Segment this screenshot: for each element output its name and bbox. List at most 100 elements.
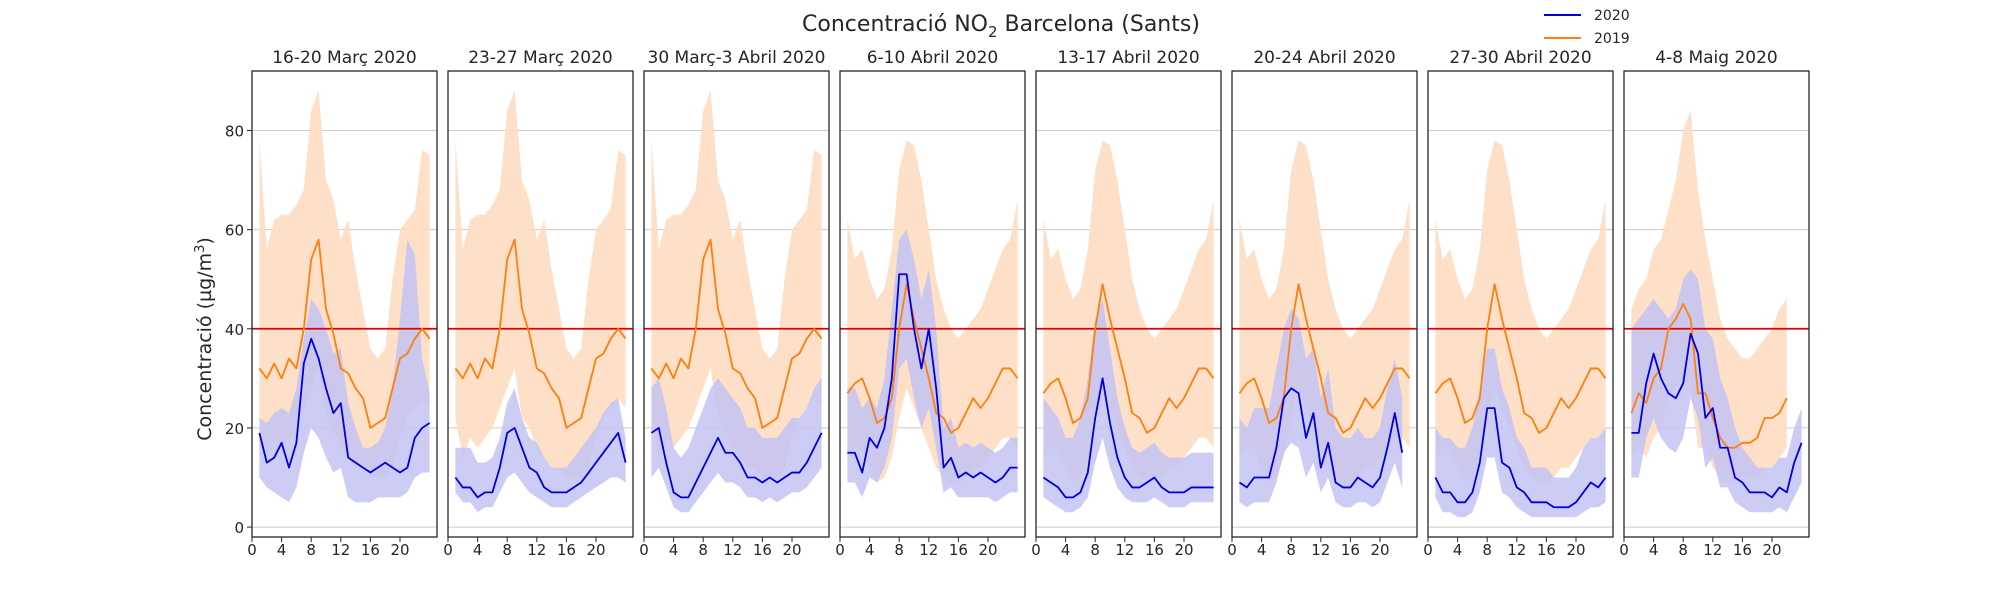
panel-title: 27-30 Abril 2020 bbox=[1449, 48, 1591, 68]
x-tick-label: 8 bbox=[698, 541, 708, 559]
series-line-2019 bbox=[1042, 283, 1215, 434]
x-tick-label: 8 bbox=[1286, 541, 1296, 559]
band-2020 bbox=[1631, 269, 1802, 513]
series-line-2020 bbox=[1238, 387, 1404, 489]
x-tick-label: 20 bbox=[1174, 541, 1193, 559]
panel-7: 27-30 Abril 2020 0 4 8 12 16 20 bbox=[1423, 48, 1614, 559]
panel-title: 16-20 Març 2020 bbox=[272, 48, 417, 68]
x-tick-label: 12 bbox=[1507, 541, 1526, 559]
band-2020 bbox=[259, 239, 430, 503]
x-tick-label: 20 bbox=[782, 541, 801, 559]
x-tick-label: 16 bbox=[1341, 541, 1360, 559]
panel-1: 16-20 Març 2020 0 4 8 12 16 20 bbox=[247, 48, 438, 559]
x-tick-label: 16 bbox=[949, 541, 968, 559]
panel-frame bbox=[1231, 70, 1418, 538]
band-2019 bbox=[1043, 140, 1214, 483]
x-tick-label: 12 bbox=[919, 541, 938, 559]
series-line-2019 bbox=[1434, 283, 1607, 434]
x-tick-label: 0 bbox=[835, 541, 845, 559]
x-tick-label: 4 bbox=[473, 541, 483, 559]
panel-5: 13-17 Abril 2020 0 4 8 12 16 20 bbox=[1031, 48, 1222, 559]
band-2020 bbox=[651, 378, 822, 513]
x-tick-label: 0 bbox=[1423, 541, 1433, 559]
x-tick-label: 4 bbox=[1649, 541, 1659, 559]
x-tick-label: 0 bbox=[443, 541, 453, 559]
x-tick-label: 4 bbox=[1257, 541, 1267, 559]
y-tick-label: 20 bbox=[225, 420, 244, 438]
x-tick-label: 8 bbox=[1090, 541, 1100, 559]
x-tick-label: 16 bbox=[753, 541, 772, 559]
panel-frame bbox=[839, 70, 1026, 538]
series-line-2020 bbox=[1434, 407, 1607, 509]
band-2019 bbox=[455, 90, 626, 478]
band-2019 bbox=[1435, 140, 1606, 483]
panel-8: 4-8 Maig 2020 0 4 8 12 16 20 bbox=[1619, 48, 1810, 559]
chart-title: Concentració NO2 Barcelona (Sants) bbox=[802, 12, 1200, 41]
panels: 16-20 Març 2020 0 4 8 12 16 20 23-27 Març 2020 0… bbox=[225, 48, 1810, 559]
x-tick-label: 0 bbox=[247, 541, 257, 559]
legend-label-2019: 2019 bbox=[1594, 31, 1630, 47]
panel-3: 30 Març-3 Abril 2020 0 4 8 12 16 20 bbox=[639, 48, 830, 559]
panel-frame bbox=[643, 70, 830, 538]
x-tick-label: 20 bbox=[586, 541, 605, 559]
panel-2: 23-27 Març 2020 0 4 8 12 16 20 bbox=[443, 48, 634, 559]
x-tick-label: 20 bbox=[1566, 541, 1585, 559]
x-tick-label: 0 bbox=[1227, 541, 1237, 559]
band-2020 bbox=[847, 229, 1018, 503]
series-line-2019 bbox=[454, 238, 627, 429]
band-2020 bbox=[1043, 299, 1214, 513]
series-line-2019 bbox=[846, 283, 1019, 434]
panel-6: 20-24 Abril 2020 0 4 8 12 16 20 bbox=[1227, 48, 1418, 559]
x-tick-label: 12 bbox=[527, 541, 546, 559]
panel-title: 23-27 Març 2020 bbox=[468, 48, 613, 68]
x-tick-label: 8 bbox=[502, 541, 512, 559]
series-line-2019 bbox=[650, 238, 823, 429]
panel-title: 6-10 Abril 2020 bbox=[867, 48, 999, 68]
panel-frame bbox=[1427, 70, 1614, 538]
y-tick-label: 80 bbox=[225, 122, 244, 140]
x-tick-label: 16 bbox=[1733, 541, 1752, 559]
series-line-2020 bbox=[1042, 377, 1214, 499]
series-line-2020 bbox=[454, 427, 627, 499]
x-tick-label: 20 bbox=[390, 541, 409, 559]
band-2019 bbox=[651, 90, 822, 478]
x-tick-label: 4 bbox=[669, 541, 679, 559]
x-tick-label: 20 bbox=[978, 541, 997, 559]
y-tick-label: 60 bbox=[225, 222, 244, 240]
series-line-2020 bbox=[650, 427, 823, 499]
x-tick-label: 0 bbox=[1619, 541, 1629, 559]
y-tick-label: 0 bbox=[234, 519, 244, 537]
x-tick-label: 8 bbox=[894, 541, 904, 559]
panel-frame bbox=[447, 70, 634, 538]
legend-label-2020: 2020 bbox=[1594, 8, 1630, 24]
panel-title: 30 Març-3 Abril 2020 bbox=[648, 48, 826, 68]
x-tick-label: 12 bbox=[1703, 541, 1722, 559]
x-tick-label: 16 bbox=[1145, 541, 1164, 559]
x-tick-label: 12 bbox=[1311, 541, 1330, 559]
x-tick-label: 8 bbox=[1482, 541, 1492, 559]
panel-title: 20-24 Abril 2020 bbox=[1253, 48, 1395, 68]
panel-4: 6-10 Abril 2020 0 4 8 12 16 20 bbox=[835, 48, 1026, 559]
panel-frame bbox=[1035, 70, 1222, 538]
x-tick-label: 20 bbox=[1370, 541, 1389, 559]
x-tick-label: 12 bbox=[1115, 541, 1134, 559]
panel-frame bbox=[1623, 70, 1810, 538]
panel-title: 4-8 Maig 2020 bbox=[1655, 48, 1777, 68]
series-line-2020 bbox=[1631, 332, 1803, 499]
legend: 2020 2019 bbox=[1544, 8, 1630, 47]
x-tick-label: 4 bbox=[1061, 541, 1071, 559]
series-line-2020 bbox=[258, 337, 431, 474]
x-tick-label: 12 bbox=[331, 541, 350, 559]
x-tick-label: 16 bbox=[557, 541, 576, 559]
series-line-2019 bbox=[1630, 303, 1788, 449]
x-tick-label: 20 bbox=[1762, 541, 1781, 559]
band-2020 bbox=[1239, 308, 1403, 508]
x-tick-label: 12 bbox=[723, 541, 742, 559]
x-tick-label: 16 bbox=[1537, 541, 1556, 559]
panel-title: 13-17 Abril 2020 bbox=[1057, 48, 1199, 68]
x-tick-label: 4 bbox=[277, 541, 287, 559]
series-line-2020 bbox=[847, 273, 1018, 484]
y-tick-label: 40 bbox=[225, 321, 244, 339]
y-axis-label: Concentració (µg/m3) bbox=[193, 237, 216, 441]
